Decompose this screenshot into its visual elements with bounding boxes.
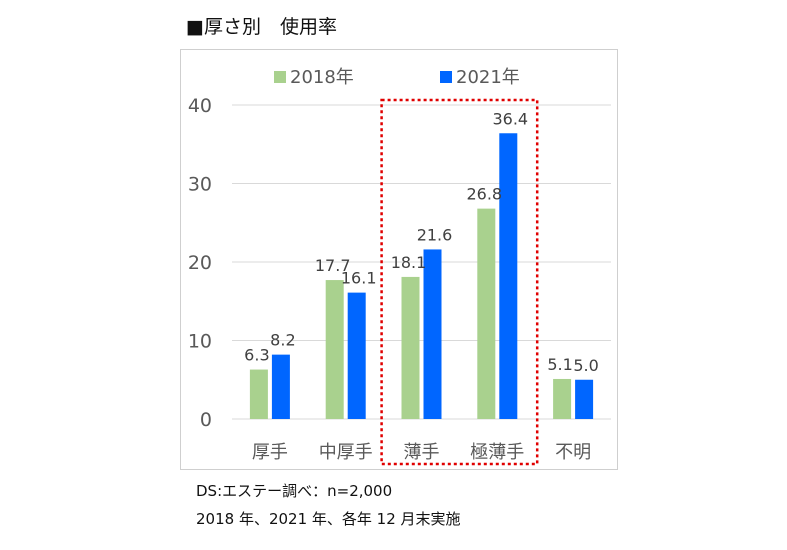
- data-label: 21.6: [417, 225, 453, 244]
- bars: [249, 133, 594, 419]
- bar-2021-3: [499, 133, 518, 419]
- legend-swatch: [274, 71, 286, 83]
- legend: 2018年 2021年: [274, 67, 520, 88]
- source-note: DS:エステー調べ：n=2,000: [196, 482, 393, 500]
- y-axis-ticks: 0 10 20 30 40: [188, 95, 212, 431]
- data-label: 5.1: [547, 355, 572, 374]
- x-tick-label: 中厚手: [319, 442, 373, 463]
- legend-swatch: [440, 71, 452, 83]
- data-label: 26.8: [466, 185, 502, 204]
- bar-2021-0: [271, 354, 290, 419]
- data-label: 17.7: [315, 256, 351, 275]
- bar-2018-0: [249, 369, 268, 419]
- data-label: 18.1: [391, 253, 427, 272]
- y-tick-label: 20: [188, 252, 212, 274]
- x-tick-label: 薄手: [404, 442, 440, 463]
- bar-2018-1: [325, 280, 344, 419]
- chart-title: ■厚さ別 使用率: [186, 16, 337, 38]
- data-label: 8.2: [270, 331, 295, 350]
- bar-2021-2: [423, 249, 442, 419]
- y-tick-label: 30: [188, 174, 212, 196]
- bar-2018-3: [477, 208, 496, 419]
- grid-lines: [232, 104, 611, 420]
- survey-period-note: 2018 年、2021 年、各年 12 月末実施: [196, 510, 461, 528]
- data-label: 6.3: [244, 346, 269, 365]
- x-tick-label: 厚手: [252, 442, 288, 463]
- data-label: 16.1: [341, 269, 377, 288]
- data-label: 5.0: [573, 356, 598, 375]
- data-label: 36.4: [492, 109, 528, 128]
- x-tick-label: 極薄手: [470, 442, 524, 463]
- x-axis-ticks: 厚手 中厚手 薄手 極薄手 不明: [252, 442, 591, 463]
- x-tick-label: 不明: [555, 442, 591, 463]
- highlight-rectangle: [380, 98, 539, 466]
- data-labels: 6.38.2 17.716.1 18.1 21.6 26.8 36.4 5.1 5.0: [244, 109, 599, 374]
- bar-2018-2: [401, 276, 420, 419]
- y-tick-label: 0: [200, 409, 212, 431]
- highlight-box: [380, 98, 539, 466]
- bar-2018-4: [553, 378, 572, 419]
- legend-label: 2018年: [290, 67, 354, 88]
- bar-2021-4: [575, 379, 594, 419]
- y-tick-label: 40: [188, 95, 212, 117]
- bar-2021-1: [347, 292, 366, 419]
- legend-label: 2021年: [456, 67, 520, 88]
- y-tick-label: 10: [188, 331, 212, 353]
